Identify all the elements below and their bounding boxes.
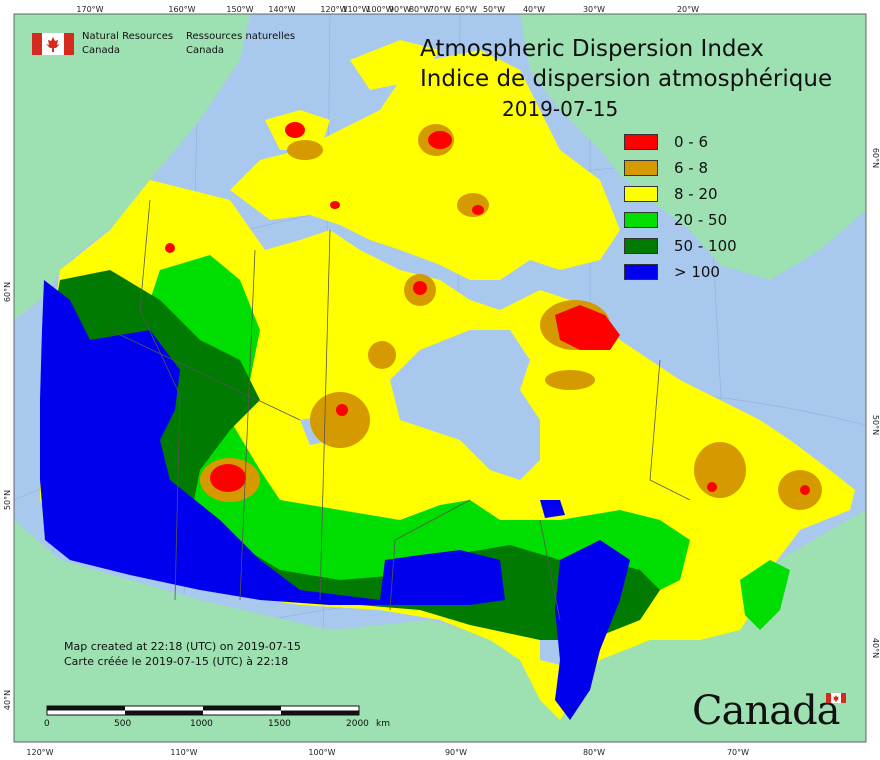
agency-english: Natural Resources Canada [82,30,173,58]
tick-label: 50°N [3,490,12,510]
credit-french: Carte créée le 2019-07-15 (UTC) à 22:18 [64,655,289,668]
legend-label: 20 - 50 [674,211,728,229]
tick-label: 60°W [455,5,477,14]
tick-label: 60°N [871,148,880,168]
tick-label: 140°W [268,5,295,14]
zone-0-6 [165,122,810,495]
tick-label: 110°W [342,5,369,14]
legend-item: 0 - 6 [624,132,764,154]
legend-item: 6 - 8 [624,158,764,180]
tick-label: 110°W [170,748,197,757]
arctic-islands [230,50,620,280]
tick-label: 80°W [583,748,605,757]
tick-label: 40°W [523,5,545,14]
tick-label: 40°N [871,638,880,658]
scale-unit: km [376,719,390,729]
zone-20-50 [130,255,790,630]
wordmark-flag-icon [826,693,846,703]
legend-swatch [624,212,658,228]
scale-bar: 0 500 1000 1500 2000 km [44,705,390,733]
legend-label: 0 - 6 [674,133,709,151]
agency-fr-line2: Canada [186,45,225,56]
agency-fr-line1: Ressources naturelles [186,31,296,42]
map-date: 2019-07-15 [502,97,619,121]
zone-over-100 [40,280,630,720]
tick-label: 30°W [583,5,605,14]
tick-label: 70°W [727,748,749,757]
legend-label: > 100 [674,263,720,281]
provincial-borders [109,199,691,621]
tick-label: 20°W [677,5,699,14]
legend-swatch [624,238,658,254]
scale-label: 1500 [268,719,291,729]
alaska-land [14,14,250,320]
tick-label: 60°N [3,282,12,302]
legend-swatch [624,264,658,280]
legend-swatch [624,160,658,176]
agency-french: Ressources naturelles Canada [186,30,295,58]
scale-label: 500 [114,719,132,729]
agency-en-line2: Canada [82,45,121,56]
legend-item: 8 - 20 [624,184,764,206]
greenland-land [520,14,866,280]
tick-label: 160°W [168,5,195,14]
legend-swatch [624,134,658,150]
bottom-longitude-ticks: 120°W 110°W 100°W 90°W 80°W 70°W [26,748,749,757]
tick-label: 50°N [871,415,880,435]
scale-label: 1000 [190,719,213,729]
right-latitude-ticks: 60°N 50°N 40°N [871,148,880,658]
legend-swatch [624,186,658,202]
canada-wordmark: Canada [692,688,841,734]
tick-label: 50°W [483,5,505,14]
map-title-english: Atmospheric Dispersion Index [420,36,764,62]
legend-label: 6 - 8 [674,159,709,177]
agency-en-line1: Natural Resources [82,31,174,42]
scale-bar-graphic [46,705,360,716]
tick-label: 40°N [3,690,12,710]
tick-label: 170°W [76,5,103,14]
tick-label: 80°W [409,5,431,14]
legend-label: 50 - 100 [674,237,737,255]
credit-english: Map created at 22:18 (UTC) on 2019-07-15 [64,640,301,653]
canada-flag-icon [32,33,74,55]
map-title-french: Indice de dispersion atmosphérique [420,66,833,92]
map-credits: Map created at 22:18 (UTC) on 2019-07-15… [64,639,301,669]
left-latitude-ticks: 60°N 50°N 40°N [3,282,12,710]
legend-item: 20 - 50 [624,210,764,232]
scale-label: 0 [44,719,50,729]
tick-label: 120°W [320,5,347,14]
tick-label: 100°W [308,748,335,757]
hudson-bay [390,330,540,480]
legend-item: 50 - 100 [624,236,764,258]
top-longitude-ticks: 170°W 160°W 150°W 140°W 120°W 110°W 100°… [76,5,699,14]
tick-label: 90°W [389,5,411,14]
tick-label: 150°W [226,5,253,14]
tick-label: 90°W [445,748,467,757]
tick-label: 120°W [26,748,53,757]
tick-label: 70°W [429,5,451,14]
tick-label: 100°W [366,5,393,14]
usa-land [14,510,866,742]
legend-label: 8 - 20 [674,185,718,203]
scale-label: 2000 [346,719,369,729]
legend-item: > 100 [624,262,764,284]
